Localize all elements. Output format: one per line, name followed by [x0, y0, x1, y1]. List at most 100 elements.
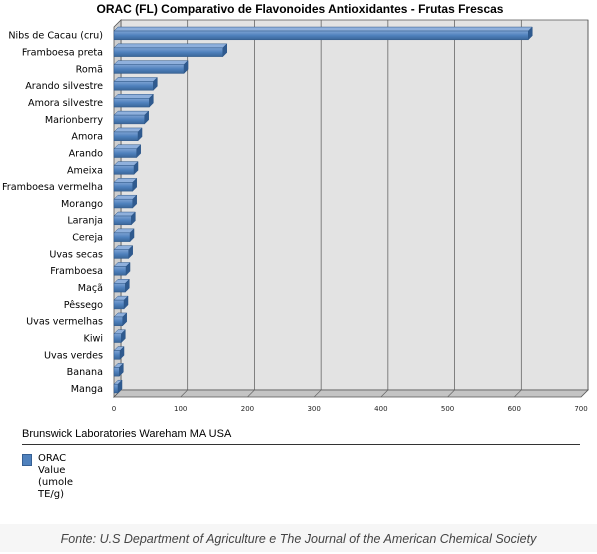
bar-top [113, 43, 228, 49]
category-label: Laranja [67, 216, 103, 227]
bar [113, 329, 126, 344]
gridline-floor [447, 389, 455, 398]
gridlines [180, 20, 589, 398]
bar [113, 93, 154, 108]
bar-top [113, 144, 142, 150]
bar-front [113, 114, 145, 125]
floor [113, 389, 589, 398]
bar [113, 60, 189, 75]
category-label: Marionberry [45, 115, 103, 126]
bar [113, 144, 142, 159]
bar-front [113, 98, 150, 108]
bar-top [113, 60, 189, 65]
bar-front [113, 81, 154, 91]
bar-top [113, 94, 154, 99]
bar-front [113, 165, 135, 175]
bar-front [113, 30, 529, 41]
bar-top [113, 26, 533, 32]
x-tick-label: 600 [508, 405, 521, 413]
bar [113, 228, 135, 243]
bar [113, 211, 136, 226]
x-tick-label: 700 [574, 405, 587, 413]
gridline-floor [380, 389, 389, 398]
bar [113, 362, 124, 377]
category-label: Framboesa [50, 266, 103, 277]
bar [113, 160, 139, 175]
bar-top [113, 77, 158, 82]
category-labels: Nibs de Cacau (cru) Framboesa preta Romã Ar… [2, 31, 103, 395]
bar-front [113, 283, 126, 293]
x-tick-label: 200 [241, 405, 254, 413]
legend-title: Brunswick Laboratories Wareham MA USA [22, 428, 580, 445]
x-axis-ticks: 0 100 200 300 400 500 600 700 [112, 405, 588, 413]
chart-title: ORAC (FL) Comparativo de Flavonoides Ant… [97, 2, 504, 16]
bar-front [113, 333, 122, 343]
bar [113, 110, 150, 125]
bar-front [113, 367, 120, 377]
gridline-floor [180, 389, 188, 398]
category-label: Kiwi [84, 333, 103, 344]
bar-front [113, 383, 119, 394]
bar-front [113, 64, 185, 74]
bar [113, 295, 129, 310]
category-label: Pêssego [64, 299, 103, 311]
bar-front [113, 47, 223, 57]
bar-top [113, 127, 143, 133]
bar [113, 26, 533, 41]
bar-front [113, 148, 137, 158]
gridline-floor [313, 389, 322, 398]
bar [113, 177, 138, 192]
source-caption: Fonte: U.S Department of Agriculture e T… [0, 524, 597, 552]
category-label: Framboesa vermelha [2, 182, 103, 193]
category-label: Cereja [72, 233, 103, 244]
bar-front [113, 131, 139, 141]
bar-front [113, 215, 132, 226]
bar [113, 278, 130, 293]
category-label: Amora silvestre [28, 98, 103, 109]
category-label: Arando [69, 148, 104, 159]
category-label: Framboesa preta [22, 48, 103, 59]
category-label: Banana [67, 367, 103, 378]
bar-front [113, 198, 133, 209]
category-label: Ameixa [67, 165, 103, 176]
category-label: Maçã [78, 283, 103, 294]
gridline-floor [514, 389, 522, 398]
category-label: Uvas vermelhas [26, 317, 103, 328]
gridline-floor [247, 389, 255, 398]
bar [113, 345, 125, 360]
chart: ORAC (FL) Comparativo de Flavonoides Ant… [2, 2, 589, 413]
category-label: Uvas secas [49, 249, 103, 260]
category-label: Arando silvestre [25, 81, 103, 92]
x-tick-label: 300 [307, 405, 320, 413]
bar [113, 245, 134, 260]
legend-item: ORAC Value (umole TE/g) [22, 453, 582, 501]
category-label: Morango [61, 199, 103, 210]
bar-top [113, 110, 150, 116]
bar [113, 379, 123, 394]
bar-front [113, 266, 127, 276]
x-tick-label: 0 [112, 405, 116, 413]
bar-front [113, 232, 131, 242]
bar [113, 194, 138, 209]
category-label: Manga [71, 384, 103, 395]
x-tick-label: 400 [374, 405, 387, 413]
bar-front [113, 316, 123, 326]
category-label: Uvas verdes [44, 350, 103, 361]
legend-swatch [22, 454, 32, 466]
bar [113, 76, 158, 91]
plot-area [113, 19, 589, 398]
bar [113, 261, 131, 276]
category-label: Nibs de Cacau (cru) [8, 31, 103, 42]
bar [113, 312, 128, 327]
gridline-floor [580, 389, 589, 398]
legend-label: ORAC Value (umole TE/g) [38, 453, 74, 500]
bar-front [113, 299, 125, 310]
bar-front [113, 350, 121, 360]
bar-front [113, 249, 129, 259]
bar-front [113, 182, 133, 192]
back-wall [120, 19, 589, 391]
x-tick-label: 100 [174, 405, 187, 413]
category-label: Amora [71, 132, 103, 143]
bars [113, 26, 533, 394]
bar [113, 43, 228, 58]
